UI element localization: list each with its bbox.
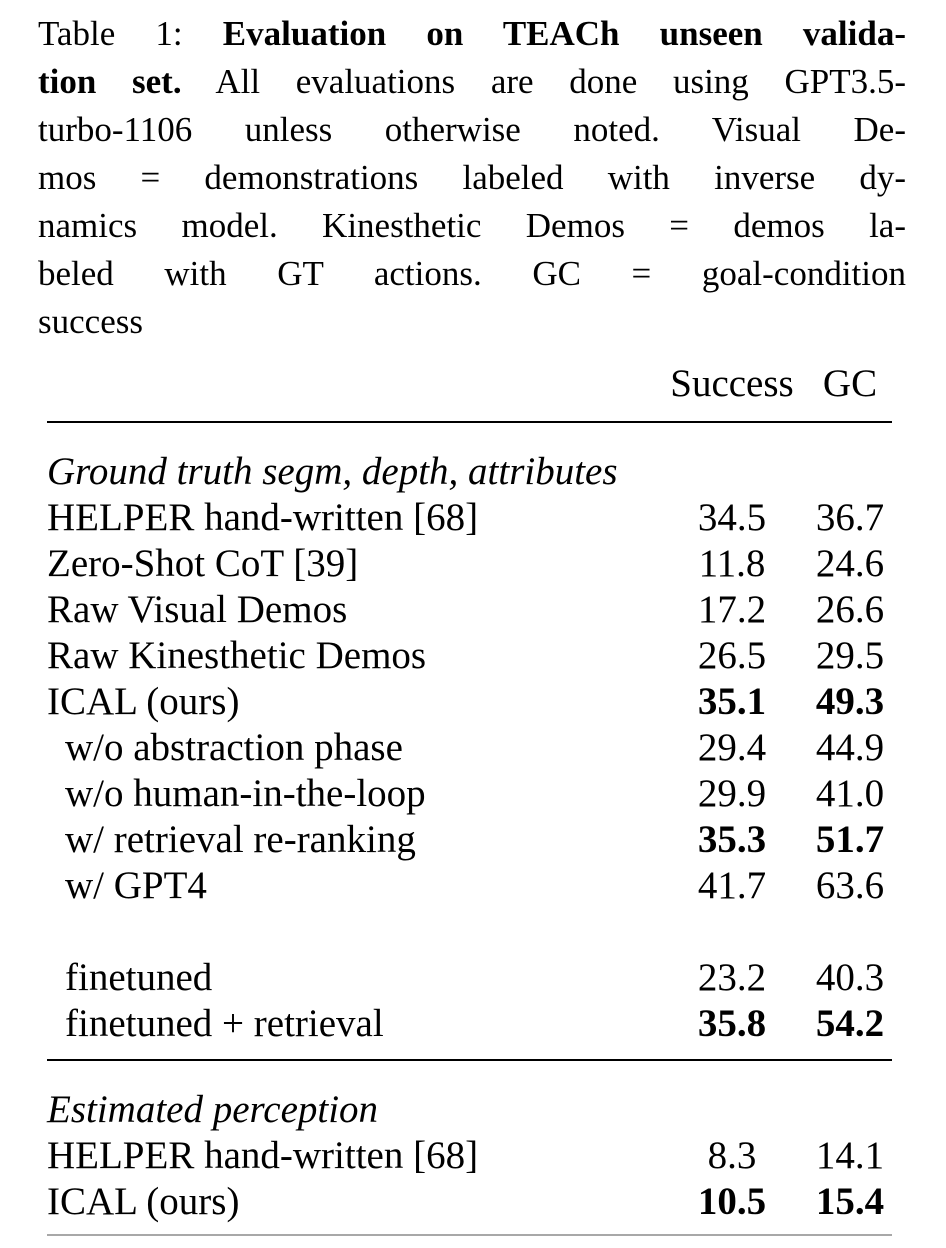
success-value: 17.2 <box>697 588 767 631</box>
gc-value: 51.7 <box>815 818 885 861</box>
paper-table-figure: Table 1: Evaluation on TEACh unseen vali… <box>0 10 946 1236</box>
success-value: 29.9 <box>697 772 767 815</box>
caption-line: success <box>38 298 906 346</box>
success-value: 34.5 <box>697 496 767 539</box>
caption-text: beled with GT actions. GC = goal-conditi… <box>38 254 906 293</box>
row-label: HELPER hand-written [68] <box>47 496 479 539</box>
column-header-gc: GC <box>822 362 878 405</box>
caption-bold-text: tion set. <box>38 62 182 101</box>
row-label: Raw Kinesthetic Demos <box>47 634 427 677</box>
caption-text: turbo-1106 unless otherwise noted. Visua… <box>38 110 906 149</box>
success-value: 29.4 <box>697 726 767 769</box>
gc-value: 24.6 <box>815 542 885 585</box>
table-section: Estimated perception HELPER hand-written … <box>47 1059 892 1225</box>
row-label: w/ retrieval re-ranking <box>65 818 416 861</box>
bottom-rule-partial <box>47 1234 892 1236</box>
table-row: HELPER hand-written [68] 8.3 14.1 <box>47 1133 892 1179</box>
table-row: w/ retrieval re-ranking 35.3 51.7 <box>47 817 892 863</box>
table-row: HELPER hand-written [68] 34.5 36.7 <box>47 495 892 541</box>
gc-value: 40.3 <box>815 956 885 999</box>
caption-line: Table 1: Evaluation on TEACh unseen vali… <box>38 10 906 58</box>
caption-text: namics model. Kinesthetic Demos = demos … <box>38 206 906 245</box>
success-value: 11.8 <box>698 542 766 585</box>
table-row: Zero-Shot CoT [39] 11.8 24.6 <box>47 541 892 587</box>
caption-line: beled with GT actions. GC = goal-conditi… <box>38 250 906 298</box>
gc-value: 41.0 <box>815 772 885 815</box>
row-label: w/o human-in-the-loop <box>65 772 426 815</box>
table-row: ICAL (ours) 10.5 15.4 <box>47 1179 892 1225</box>
caption-text: Table 1: <box>38 14 223 53</box>
gc-value: 14.1 <box>815 1134 885 1177</box>
table-section: Ground truth segm, depth, attributes HELP… <box>47 423 892 1047</box>
row-label: Zero-Shot CoT [39] <box>47 542 359 585</box>
success-value: 26.5 <box>697 634 767 677</box>
gc-value: 63.6 <box>815 864 885 907</box>
row-label: w/o abstraction phase <box>65 726 403 769</box>
row-label: finetuned <box>65 956 213 999</box>
results-table: Success GC Ground truth segm, depth, att… <box>47 346 892 1225</box>
success-value: 35.8 <box>697 1002 767 1045</box>
row-spacer <box>47 909 892 955</box>
column-header-success: Success <box>670 362 794 405</box>
caption-line: mos = demonstrations labeled with invers… <box>38 154 906 202</box>
table-row: w/o abstraction phase 29.4 44.9 <box>47 725 892 771</box>
gc-value: 26.6 <box>815 588 885 631</box>
row-label: finetuned + retrieval <box>65 1002 384 1045</box>
caption-line: namics model. Kinesthetic Demos = demos … <box>38 202 906 250</box>
table-row: Raw Kinesthetic Demos 26.5 29.5 <box>47 633 892 679</box>
caption-text: success <box>38 302 143 341</box>
success-value: 10.5 <box>697 1180 767 1223</box>
caption-text: All evaluations are done using GPT3.5- <box>181 62 906 101</box>
caption-text: mos = demonstrations labeled with invers… <box>38 158 906 197</box>
caption-bold-text: Evaluation on TEACh unseen valida- <box>222 14 907 53</box>
table-row: finetuned 23.2 40.3 <box>47 955 892 1001</box>
section-header: Estimated perception <box>47 1088 379 1131</box>
row-label: w/ GPT4 <box>65 864 207 907</box>
row-label: HELPER hand-written [68] <box>47 1134 479 1177</box>
column-header-row: Success GC <box>47 346 892 421</box>
table-body: Ground truth segm, depth, attributes HELP… <box>47 421 892 1225</box>
row-label: ICAL (ours) <box>47 680 240 723</box>
table-row: w/ GPT4 41.7 63.6 <box>47 863 892 909</box>
gc-value: 29.5 <box>815 634 885 677</box>
section-header: Ground truth segm, depth, attributes <box>47 450 618 493</box>
row-label: ICAL (ours) <box>47 1180 240 1223</box>
success-value: 35.1 <box>697 680 767 723</box>
caption-line: tion set. All evaluations are done using… <box>38 58 906 106</box>
gc-value: 44.9 <box>815 726 885 769</box>
success-value: 23.2 <box>697 956 767 999</box>
row-label: Raw Visual Demos <box>47 588 348 631</box>
table-row: finetuned + retrieval 35.8 54.2 <box>47 1001 892 1047</box>
success-value: 8.3 <box>707 1134 757 1177</box>
caption-line: turbo-1106 unless otherwise noted. Visua… <box>38 106 906 154</box>
gc-value: 54.2 <box>815 1002 885 1045</box>
table-row: ICAL (ours) 35.1 49.3 <box>47 679 892 725</box>
gc-value: 49.3 <box>815 680 885 723</box>
gc-value: 15.4 <box>815 1180 885 1223</box>
table-row: w/o human-in-the-loop 29.9 41.0 <box>47 771 892 817</box>
success-value: 35.3 <box>697 818 767 861</box>
table-caption: Table 1: Evaluation on TEACh unseen vali… <box>38 10 906 346</box>
success-value: 41.7 <box>697 864 767 907</box>
gc-value: 36.7 <box>815 496 885 539</box>
table-row: Raw Visual Demos 17.2 26.6 <box>47 587 892 633</box>
